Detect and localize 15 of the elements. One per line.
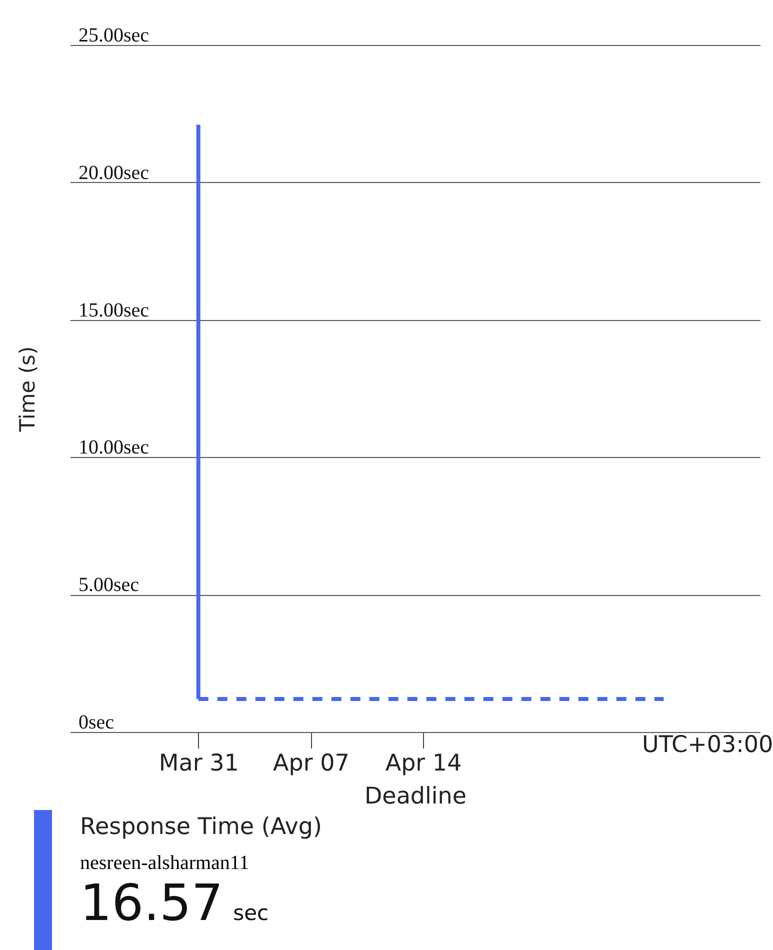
x-axis-title: Deadline <box>364 784 467 810</box>
text: Response Time (Avg) <box>80 814 322 840</box>
y-tick-label: 5.00sec <box>78 574 140 596</box>
x-tick-label: Apr 14 <box>385 750 462 776</box>
annotation: UTC+03:00 <box>642 732 773 758</box>
x-tick-label: Apr 07 <box>273 750 350 776</box>
y-tick-label: 0sec <box>78 712 114 734</box>
y-axis-title: Time (s) <box>16 346 40 433</box>
text: nesreen-alsharman11 <box>80 852 250 875</box>
y-tick-label: 10.00sec <box>78 436 150 459</box>
x-tick-label: Mar 31 <box>158 750 239 776</box>
y-tick-label: 15.00sec <box>78 299 150 322</box>
text: 16.57 sec <box>80 874 270 934</box>
y-tick-label: 20.00sec <box>78 162 150 184</box>
y-tick-label: 25.00sec <box>78 24 150 46</box>
